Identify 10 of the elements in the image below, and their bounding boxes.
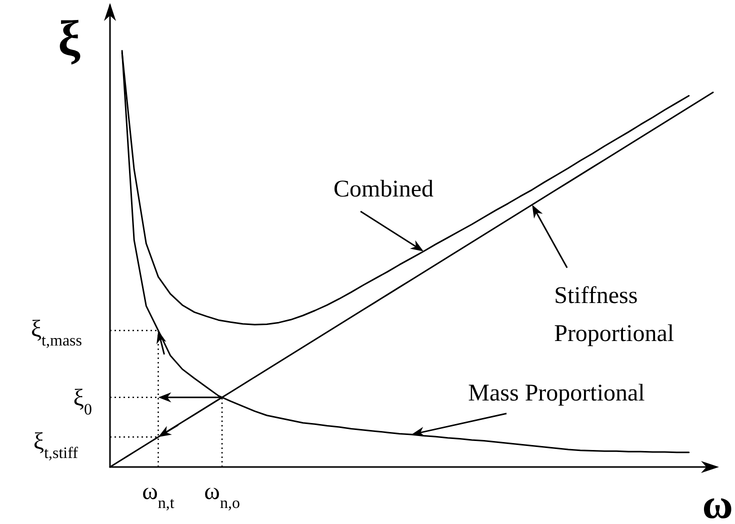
series-label: Mass Proportional	[468, 380, 646, 407]
y-axis-title: ξ	[58, 10, 81, 66]
text: ξ$_{t,stiff}$	[33, 429, 79, 462]
legend-label: Stiffness Proportional	[554, 282, 674, 347]
text: ξ$_{t,mass}$	[30, 316, 82, 349]
text: ξ$_{0}$	[73, 385, 92, 418]
text: ω$_{n,o}$	[204, 479, 240, 512]
text: ω$_{n,t}$	[142, 479, 175, 512]
series-label: Combined	[334, 176, 434, 202]
x-axis-title: ω	[702, 482, 733, 524]
